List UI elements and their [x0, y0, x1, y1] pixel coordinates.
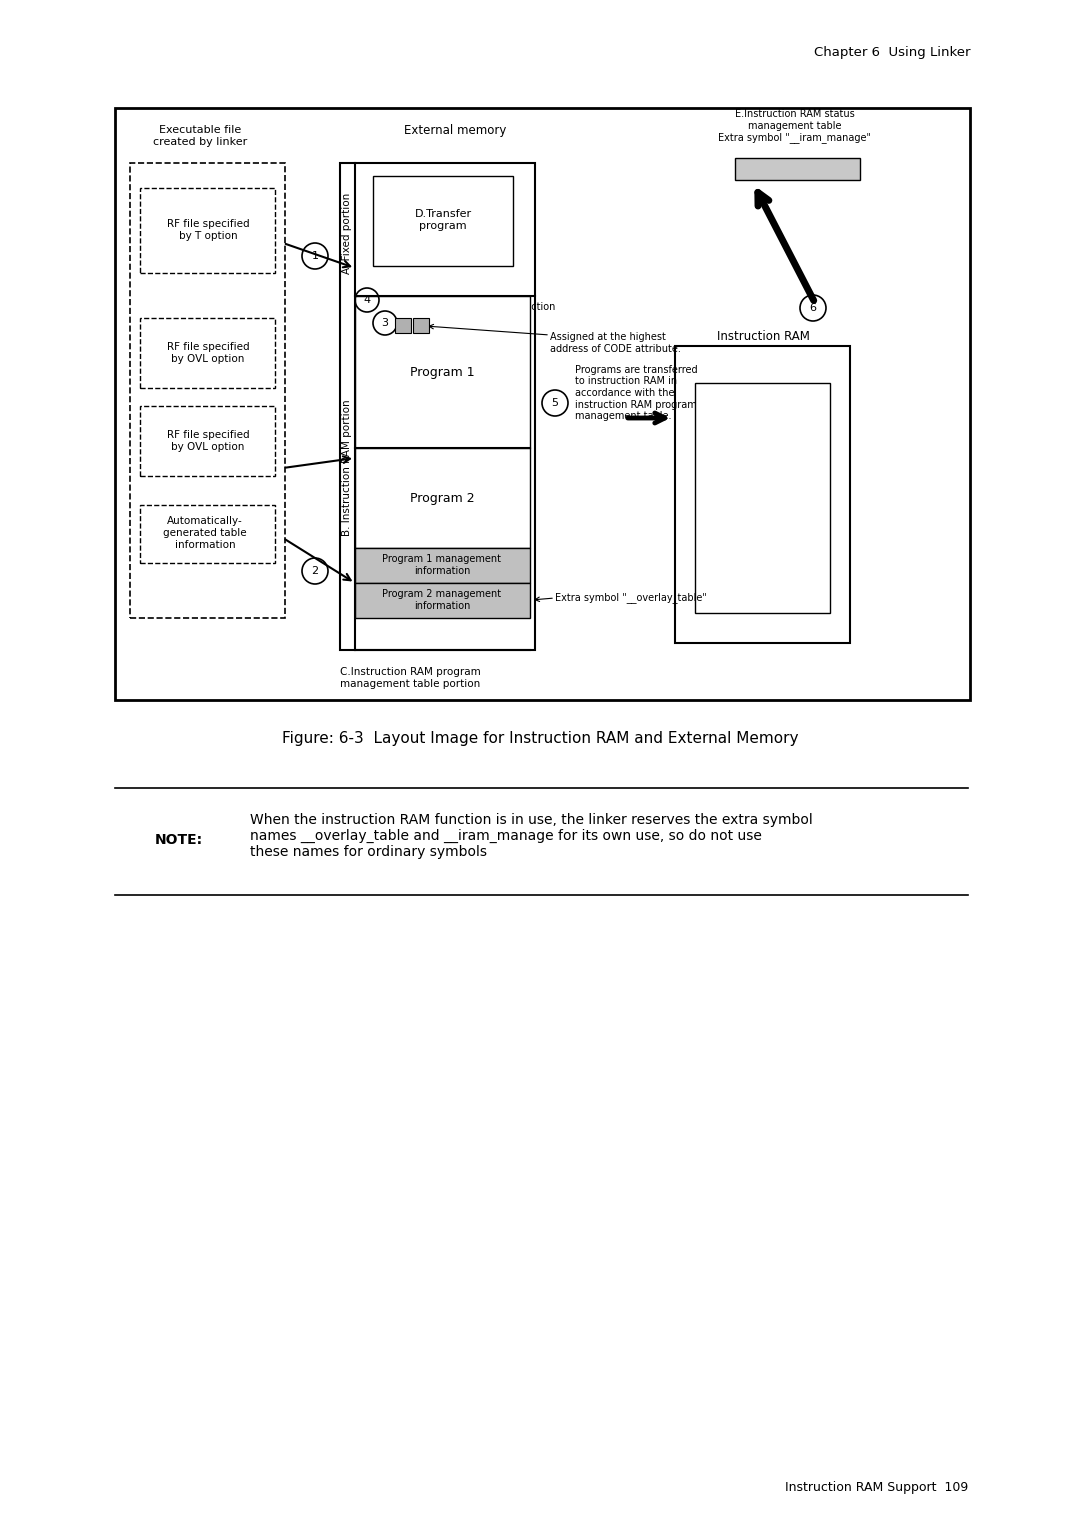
Text: Automatically-
generated table
information: Automatically- generated table informati… [163, 516, 247, 550]
Text: Program 2: Program 2 [409, 492, 474, 504]
Bar [413, 318, 429, 333]
Text: Program 1: Program 1 [409, 365, 474, 379]
Text: 1: 1 [311, 251, 319, 261]
Text: Programs are transferred
to instruction RAM in
accordance with the
instruction R: Programs are transferred to instruction … [575, 365, 698, 422]
Text: 2: 2 [311, 565, 319, 576]
Bar [340, 163, 535, 649]
Text: Figure: 6-3  Layout Image for Instruction RAM and External Memory: Figure: 6-3 Layout Image for Instruction… [282, 730, 798, 746]
Text: NOTE:: NOTE: [156, 833, 203, 847]
Text: External memory: External memory [404, 124, 507, 136]
Text: Program 1 management
information: Program 1 management information [382, 555, 501, 576]
Text: 5: 5 [552, 397, 558, 408]
Text: RF file specified
by OVL option: RF file specified by OVL option [166, 342, 249, 364]
Bar [355, 584, 530, 617]
Bar [696, 384, 831, 613]
Bar [140, 504, 275, 562]
Text: Extra symbol "__overlay_table": Extra symbol "__overlay_table" [555, 593, 707, 604]
Text: When the instruction RAM function is in use, the linker reserves the extra symbo: When the instruction RAM function is in … [249, 813, 813, 859]
Bar [735, 157, 860, 180]
Bar [355, 549, 530, 584]
Text: Executable file
created by linker: Executable file created by linker [153, 125, 247, 147]
Text: Program 2 management
information: Program 2 management information [382, 590, 501, 611]
Text: Instruction RAM Support  109: Instruction RAM Support 109 [785, 1482, 968, 1494]
Bar [395, 318, 411, 333]
Bar [373, 176, 513, 266]
Text: 4: 4 [364, 295, 370, 306]
Text: RF file specified
by OVL option: RF file specified by OVL option [166, 431, 249, 452]
Text: A. Fixed portion: A. Fixed portion [342, 193, 352, 274]
Text: D.Transfer
program: D.Transfer program [415, 209, 472, 231]
Text: Referring instruction
RAM addresses: Referring instruction RAM addresses [455, 303, 555, 324]
Bar [114, 108, 970, 700]
Bar [355, 296, 530, 448]
Bar [140, 406, 275, 477]
Text: C.Instruction RAM program
management table portion: C.Instruction RAM program management tab… [340, 668, 481, 689]
Text: Instruction RAM: Instruction RAM [716, 330, 809, 342]
Text: 6: 6 [810, 303, 816, 313]
Bar [355, 448, 530, 549]
Text: E.Instruction RAM status
management table
Extra symbol "__iram_manage": E.Instruction RAM status management tabl… [718, 108, 872, 144]
Text: Chapter 6  Using Linker: Chapter 6 Using Linker [813, 46, 970, 58]
Text: RF file specified
by T option: RF file specified by T option [166, 219, 249, 241]
Text: 3: 3 [381, 318, 389, 329]
Bar [675, 345, 850, 643]
Bar [140, 318, 275, 388]
Text: Assigned at the highest
address of CODE attribute.: Assigned at the highest address of CODE … [550, 332, 680, 354]
Bar [140, 188, 275, 274]
Bar [130, 163, 285, 617]
Text: B. Instruction RAM portion: B. Instruction RAM portion [342, 400, 352, 536]
